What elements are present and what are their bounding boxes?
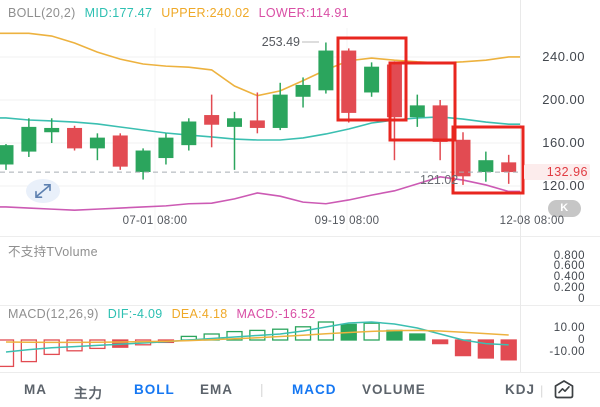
candle [112,133,128,170]
tab-main-force[interactable]: 主力 [74,386,103,401]
macd-axis-tick: -10.00 [549,345,585,358]
boll-upper-value: UPPER:240.02 [161,6,250,20]
candle [181,118,197,151]
volume-axis-tick: 0 [578,292,585,305]
volume-axis-tick: 0.200 [553,281,585,294]
macd-hist-bar [66,339,83,352]
indicator-toolbar: | MA 主力 BOLL EMA | MACD VOLUME KDJ [0,372,600,407]
k-interval-badge[interactable]: K [548,200,581,217]
macd-hist-bar [0,339,15,368]
price-axis-tick: 200.00 [542,92,585,107]
tab-ma[interactable]: MA [24,382,47,397]
candle [135,148,151,180]
current-price-tag: 132.96 [524,164,590,180]
macd-header: MACD(12,26,9) DIF:-4.09 DEA:4.18 MACD:-16.5… [8,307,325,321]
candle [478,151,494,182]
macd-dif-value: DIF:-4.09 [107,307,163,321]
candle [67,125,83,151]
chart-canvas[interactable] [0,0,600,372]
low-price-annotation: 121.02 [420,173,459,187]
boll-params-label: BOLL(20,2) [8,6,76,20]
candle [272,82,288,131]
price-axis-tick: 160.00 [542,135,585,150]
expand-icon[interactable] [26,179,60,203]
tab-kdj[interactable]: KDJ [505,382,536,397]
candle [227,111,242,170]
macd-hist-bar [431,339,449,345]
high-price-annotation: 253.49 [261,35,300,49]
macd-hist-bar [89,339,106,350]
macd-hist-bar [500,339,517,361]
macd-hist-bar [454,339,472,357]
macd-axis-tick: 10.00 [553,321,585,334]
candle [249,92,265,134]
candle [21,118,37,157]
macd-line [5,329,509,344]
candle [341,48,357,123]
macd-params-label: MACD(12,26,9) [8,307,99,321]
macd-hist-bar [386,329,403,341]
time-axis-tick: 12-08 08:00 [499,215,565,227]
volume-axis-tick: 0.600 [553,260,585,273]
volume-axis-tick: 0.800 [553,249,585,262]
time-axis-tick: 07-01 08:00 [122,215,188,227]
tab-ema[interactable]: EMA [200,382,233,397]
candle [409,94,425,127]
candle [44,118,60,143]
candle [158,133,174,165]
candle [0,144,14,170]
boll-mid-value: MID:177.47 [84,6,153,20]
macd-macd-value: MACD:-16.52 [236,307,316,321]
toolbar-divider: | [540,382,544,398]
price-axis-tick: 240.00 [542,49,585,64]
tab-volume[interactable]: VOLUME [362,382,426,397]
candle [295,77,311,108]
boll-header: BOLL(20,2) MID:177.47 UPPER:240.02 LOWER:11… [8,6,358,20]
candle [501,154,517,184]
indicator-panel-icon[interactable] [551,378,577,402]
red-annotation-box [336,36,408,122]
macd-dea-value: DEA:4.18 [171,307,228,321]
red-annotation-box [388,61,457,142]
candle [432,100,448,161]
toolbar-divider: | [260,382,265,397]
tab-boll[interactable]: BOLL [134,382,175,397]
volume-unsupported-message: 不支持TVolume [8,245,98,259]
time-axis-tick: 09-19 08:00 [314,215,380,227]
volume-axis-tick: 0.400 [553,271,585,284]
candle [364,62,380,97]
macd-hist-bar [294,326,312,341]
macd-axis-tick: 0 [578,333,585,346]
tab-macd[interactable]: MACD [292,382,337,397]
red-annotation-box [451,125,525,195]
boll-band-line [0,176,520,211]
macd-hist-bar [409,333,426,341]
candle [455,132,471,185]
macd-hist-bar [317,321,335,341]
candle [89,133,105,161]
price-axis-tick: 120.00 [542,178,585,193]
candle [318,42,334,94]
boll-lower-value: LOWER:114.91 [258,6,349,20]
toolbar-right-section: | [538,373,600,407]
candle [204,94,220,148]
